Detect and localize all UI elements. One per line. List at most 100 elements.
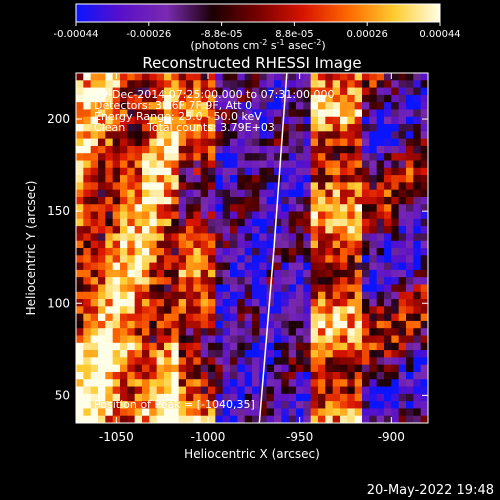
- image-pixel: [340, 233, 348, 242]
- image-pixel: [296, 226, 304, 234]
- image-pixel: [376, 160, 385, 169]
- image-pixel: [149, 350, 158, 358]
- image-pixel: [369, 218, 378, 227]
- image-pixel: [149, 364, 158, 373]
- image-pixel: [310, 262, 319, 271]
- image-pixel: [318, 73, 326, 81]
- image-pixel: [244, 145, 253, 154]
- image-pixel: [149, 102, 158, 110]
- image-pixel: [208, 357, 216, 366]
- image-pixel: [384, 196, 392, 205]
- image-pixel: [105, 364, 114, 373]
- image-pixel: [120, 73, 128, 81]
- image-pixel: [156, 138, 165, 147]
- image-pixel: [215, 196, 224, 205]
- image-pixel: [384, 415, 392, 423]
- image-pixel: [230, 87, 238, 96]
- image-pixel: [340, 284, 348, 293]
- image-pixel: [266, 379, 275, 387]
- image-pixel: [120, 306, 128, 315]
- image-pixel: [237, 124, 246, 132]
- image-pixel: [384, 80, 392, 88]
- image-pixel: [164, 364, 172, 373]
- image-pixel: [369, 233, 378, 242]
- image-pixel: [252, 124, 260, 132]
- image-pixel: [98, 80, 106, 88]
- image-pixel: [384, 73, 392, 81]
- image-pixel: [281, 379, 290, 387]
- image-pixel: [230, 255, 238, 263]
- image-pixel: [222, 291, 231, 300]
- image-pixel: [252, 175, 260, 183]
- image-pixel: [347, 328, 356, 336]
- image-pixel: [303, 364, 312, 373]
- image-pixel: [164, 167, 172, 176]
- image-pixel: [120, 160, 128, 169]
- image-pixel: [310, 116, 319, 125]
- image-pixel: [259, 102, 268, 110]
- image-pixel: [369, 262, 378, 271]
- image-pixel: [230, 371, 238, 380]
- image-pixel: [142, 218, 150, 227]
- image-pixel: [112, 284, 121, 293]
- image-pixel: [354, 386, 363, 395]
- image-pixel: [105, 131, 114, 140]
- image-pixel: [259, 350, 268, 358]
- image-pixel: [112, 393, 121, 402]
- image-pixel: [222, 211, 231, 220]
- image-pixel: [391, 73, 400, 81]
- image-pixel: [288, 94, 297, 103]
- image-pixel: [83, 94, 92, 103]
- image-pixel: [369, 189, 378, 198]
- image-pixel: [120, 255, 128, 263]
- image-pixel: [303, 415, 312, 423]
- image-pixel: [156, 226, 165, 234]
- image-pixel: [259, 328, 268, 336]
- image-pixel: [98, 335, 106, 344]
- image-pixel: [200, 262, 209, 271]
- image-pixel: [98, 153, 106, 161]
- image-pixel: [310, 277, 319, 285]
- image-pixel: [332, 226, 341, 234]
- image-pixel: [259, 189, 268, 198]
- image-pixel: [384, 284, 392, 293]
- image-pixel: [332, 218, 341, 227]
- image-pixel: [303, 211, 312, 220]
- image-pixel: [266, 153, 275, 161]
- image-pixel: [200, 320, 209, 329]
- image-pixel: [193, 284, 202, 293]
- image-pixel: [376, 189, 385, 198]
- image-pixel: [406, 401, 414, 409]
- image-pixel: [384, 320, 392, 329]
- image-pixel: [244, 350, 253, 358]
- image-pixel: [413, 145, 422, 154]
- image-pixel: [149, 255, 158, 263]
- image-pixel: [318, 218, 326, 227]
- image-pixel: [149, 87, 158, 96]
- image-pixel: [178, 255, 187, 263]
- image-pixel: [406, 393, 414, 402]
- image-pixel: [325, 284, 334, 293]
- image-pixel: [120, 393, 128, 402]
- y-tick-label: 150: [47, 204, 70, 218]
- image-pixel: [83, 182, 92, 191]
- image-pixel: [186, 371, 194, 380]
- image-pixel: [237, 189, 246, 198]
- image-pixel: [127, 175, 136, 183]
- image-pixel: [303, 328, 312, 336]
- image-pixel: [134, 204, 143, 212]
- image-pixel: [90, 138, 99, 147]
- image-pixel: [134, 357, 143, 366]
- image-pixel: [215, 131, 224, 140]
- image-pixel: [200, 189, 209, 198]
- image-pixel: [237, 284, 246, 293]
- image-pixel: [259, 116, 268, 125]
- image-pixel: [193, 313, 202, 322]
- image-pixel: [310, 299, 319, 307]
- image-pixel: [420, 342, 428, 351]
- image-pixel: [222, 102, 231, 110]
- image-pixel: [398, 204, 407, 212]
- image-pixel: [142, 233, 150, 242]
- image-pixel: [391, 379, 400, 387]
- image-pixel: [406, 145, 414, 154]
